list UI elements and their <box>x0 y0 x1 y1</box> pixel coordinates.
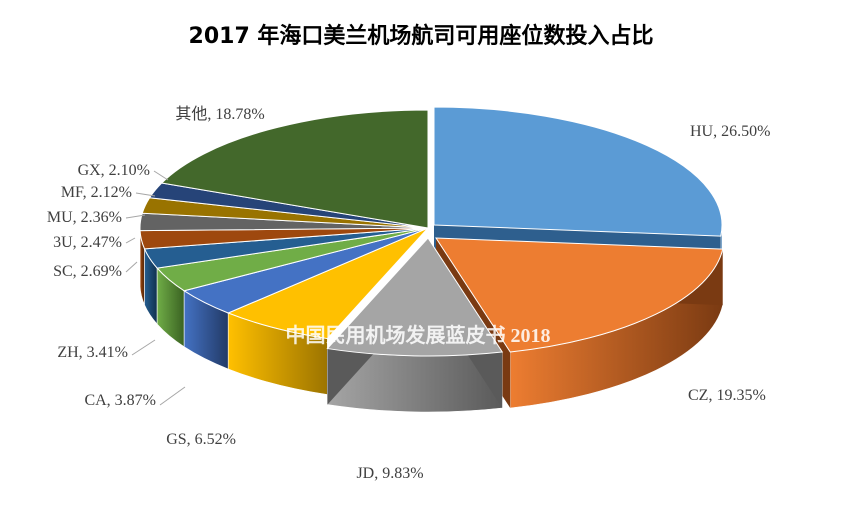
data-label-GS: GS, 6.52% <box>166 431 236 448</box>
data-label-JD: JD, 9.83% <box>356 465 423 482</box>
chart-title: 2017 年海口美兰机场航司可用座位数投入占比 <box>0 18 842 50</box>
watermark-text: 中国民用机场发展蓝皮书 2018 <box>286 323 551 347</box>
data-label-GX: GX, 2.10% <box>78 162 150 179</box>
data-label-MU: MU, 2.36% <box>47 209 122 226</box>
leader-line-GX <box>154 171 168 180</box>
data-label-SC: SC, 2.69% <box>53 263 122 280</box>
leader-line-3U <box>126 238 135 243</box>
leader-line-ZH <box>132 340 155 355</box>
data-label-ZH: ZH, 3.41% <box>57 344 128 361</box>
data-label-MF: MF, 2.12% <box>61 184 132 201</box>
data-label-CZ: CZ, 19.35% <box>688 387 766 404</box>
data-label-CA: CA, 3.87% <box>84 392 156 409</box>
leader-line-SC <box>126 262 137 272</box>
data-label-HU: HU, 26.50% <box>690 123 770 140</box>
leader-line-CA <box>160 387 185 405</box>
slice-HU <box>434 107 722 236</box>
data-label-其他: 其他, 18.78% <box>175 105 264 123</box>
data-label-3U: 3U, 2.47% <box>53 234 122 251</box>
